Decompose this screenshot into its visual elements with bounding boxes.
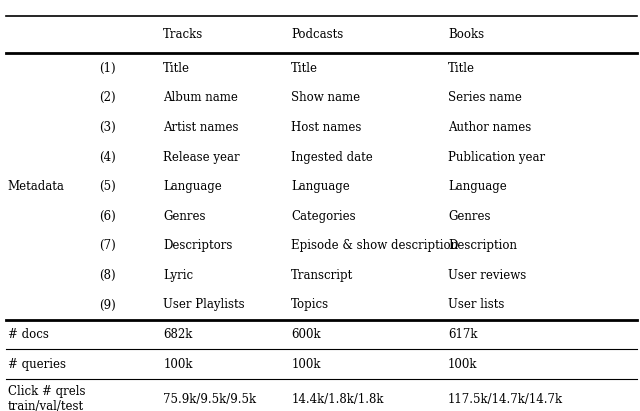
Text: (7): (7)	[99, 239, 116, 252]
Text: Artist names: Artist names	[163, 121, 239, 134]
Text: Metadata: Metadata	[8, 180, 65, 193]
Text: Topics: Topics	[291, 298, 330, 312]
Text: (1): (1)	[99, 62, 116, 75]
Text: # docs: # docs	[8, 328, 49, 341]
Text: Ingested date: Ingested date	[291, 150, 373, 164]
Text: Click # qrels
train/val/test: Click # qrels train/val/test	[8, 386, 85, 411]
Text: Tracks: Tracks	[163, 28, 204, 42]
Text: 75.9k/9.5k/9.5k: 75.9k/9.5k/9.5k	[163, 393, 257, 406]
Text: (5): (5)	[99, 180, 116, 193]
Text: (9): (9)	[99, 298, 116, 312]
Text: 14.4k/1.8k/1.8k: 14.4k/1.8k/1.8k	[291, 393, 384, 406]
Text: Language: Language	[291, 180, 350, 193]
Text: 100k: 100k	[448, 358, 477, 371]
Text: Description: Description	[448, 239, 517, 252]
Text: 100k: 100k	[291, 358, 321, 371]
Text: Transcript: Transcript	[291, 269, 353, 282]
Text: # queries: # queries	[8, 358, 66, 371]
Text: Categories: Categories	[291, 210, 356, 223]
Text: User lists: User lists	[448, 298, 504, 312]
Text: Language: Language	[448, 180, 507, 193]
Text: Title: Title	[448, 62, 475, 75]
Text: Genres: Genres	[448, 210, 490, 223]
Text: User Playlists: User Playlists	[163, 298, 245, 312]
Text: Host names: Host names	[291, 121, 362, 134]
Text: Language: Language	[163, 180, 222, 193]
Text: Show name: Show name	[291, 91, 360, 104]
Text: 100k: 100k	[163, 358, 193, 371]
Text: (2): (2)	[99, 91, 116, 104]
Text: Lyric: Lyric	[163, 269, 193, 282]
Text: 682k: 682k	[163, 328, 193, 341]
Text: Album name: Album name	[163, 91, 238, 104]
Text: Release year: Release year	[163, 150, 240, 164]
Text: Descriptors: Descriptors	[163, 239, 232, 252]
Text: (6): (6)	[99, 210, 116, 223]
Text: Genres: Genres	[163, 210, 205, 223]
Text: Title: Title	[163, 62, 190, 75]
Text: 117.5k/14.7k/14.7k: 117.5k/14.7k/14.7k	[448, 393, 563, 406]
Text: Title: Title	[291, 62, 318, 75]
Text: User reviews: User reviews	[448, 269, 526, 282]
Text: Books: Books	[448, 28, 484, 42]
Text: Author names: Author names	[448, 121, 531, 134]
Text: Podcasts: Podcasts	[291, 28, 344, 42]
Text: 600k: 600k	[291, 328, 321, 341]
Text: Episode & show description: Episode & show description	[291, 239, 458, 252]
Text: (3): (3)	[99, 121, 116, 134]
Text: Publication year: Publication year	[448, 150, 545, 164]
Text: (4): (4)	[99, 150, 116, 164]
Text: 617k: 617k	[448, 328, 477, 341]
Text: Series name: Series name	[448, 91, 522, 104]
Text: (8): (8)	[99, 269, 116, 282]
